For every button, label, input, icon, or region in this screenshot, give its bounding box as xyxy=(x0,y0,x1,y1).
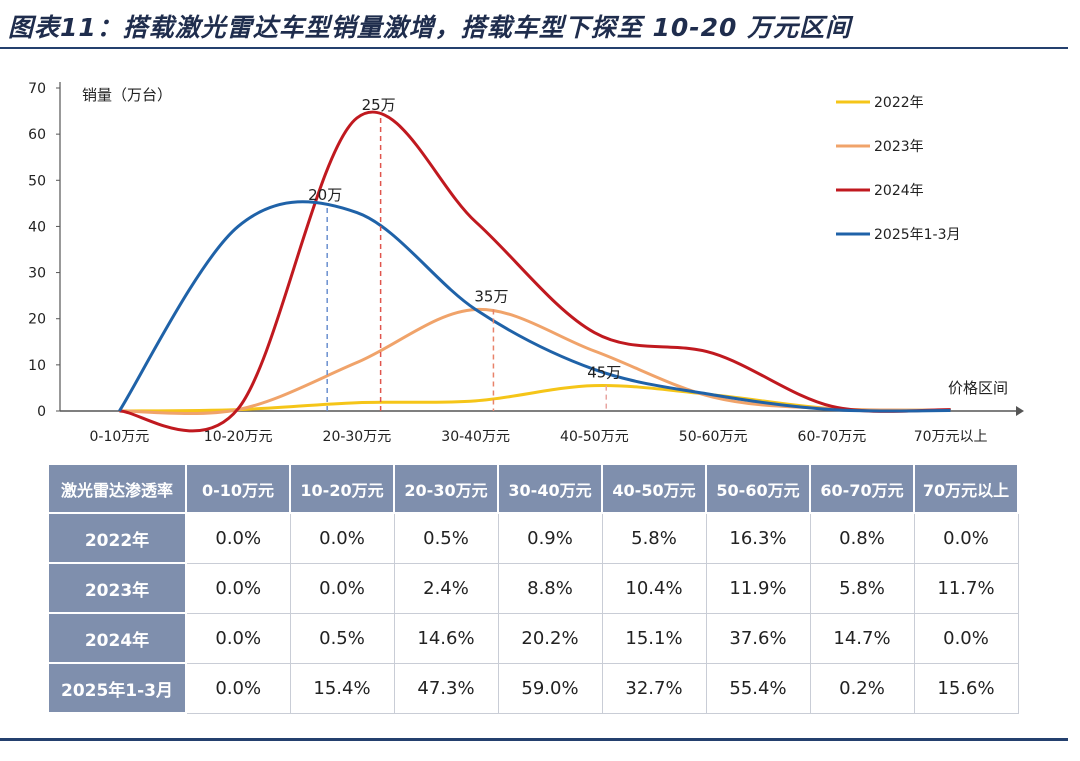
legend-label: 2022年 xyxy=(874,95,924,111)
annotation-label: 45万 xyxy=(587,364,621,382)
table-cell: 59.0% xyxy=(497,662,603,714)
x-tick-label: 70万元以上 xyxy=(914,429,988,445)
y-axis-label: 销量（万台） xyxy=(82,86,172,104)
table-header-cell: 30-40万元 xyxy=(497,463,603,514)
series-line-3 xyxy=(118,200,951,413)
lidar-penetration-table: 激光雷达渗透率 0-10万元 10-20万元 20-30万元 30-40万元 40-50万… xyxy=(47,463,1019,714)
x-axis-label: 价格区间 xyxy=(948,379,1008,397)
table-cell: 5.8% xyxy=(809,562,915,614)
table-cell: 16.3% xyxy=(705,512,811,564)
table-header-cell: 0-10万元 xyxy=(185,463,291,514)
table-cell: 47.3% xyxy=(393,662,499,714)
x-axis-arrow xyxy=(1016,406,1024,416)
y-tick-label: 60 xyxy=(28,127,46,143)
table-header-cell: 70万元以上 xyxy=(913,463,1019,514)
x-tick-label: 60-70万元 xyxy=(798,429,867,445)
y-tick-label: 40 xyxy=(28,219,46,235)
table-cell: 0.0% xyxy=(289,512,395,564)
table-cell: 14.6% xyxy=(393,612,499,664)
table-cell: 2.4% xyxy=(393,562,499,614)
table-cell: 10.4% xyxy=(601,562,707,614)
table-cell: 0.0% xyxy=(289,562,395,614)
table-cell: 0.2% xyxy=(809,662,915,714)
table-header-row: 激光雷达渗透率 0-10万元 10-20万元 20-30万元 30-40万元 40-50万… xyxy=(47,463,1019,514)
table-header-cell: 40-50万元 xyxy=(601,463,707,514)
legend-label: 2025年1-3月 xyxy=(874,227,961,243)
table-row: 2024年 0.0% 0.5% 14.6% 20.2% 15.1% 37.6% 14.7% 0.… xyxy=(47,612,1019,664)
table-cell: 11.7% xyxy=(913,562,1019,614)
y-tick-label: 20 xyxy=(28,312,46,328)
table-cell: 15.1% xyxy=(601,612,707,664)
chart-series xyxy=(118,110,951,433)
table-cell: 0.0% xyxy=(913,612,1019,664)
table-cell: 55.4% xyxy=(705,662,811,714)
x-tick-label: 50-60万元 xyxy=(679,429,748,445)
table-header-cell: 10-20万元 xyxy=(289,463,395,514)
row-year-label: 2022年 xyxy=(47,512,187,564)
table-cell: 0.0% xyxy=(185,662,291,714)
table-cell: 0.0% xyxy=(185,612,291,664)
table-cell: 14.7% xyxy=(809,612,915,664)
y-tick-label: 50 xyxy=(28,173,46,189)
chart-legend: 2022年 2023年 2024年 2025年1-3月 xyxy=(836,95,961,243)
table-cell: 15.6% xyxy=(913,662,1019,714)
row-year-label: 2023年 xyxy=(47,562,187,614)
table-cell: 0.5% xyxy=(289,612,395,664)
annotation-label: 25万 xyxy=(362,96,396,114)
table-row: 2023年 0.0% 0.0% 2.4% 8.8% 10.4% 11.9% 5.8% 11.7% xyxy=(47,562,1019,614)
table-cell: 15.4% xyxy=(289,662,395,714)
table-header-cell: 50-60万元 xyxy=(705,463,811,514)
table-cell: 8.8% xyxy=(497,562,603,614)
x-tick-label: 30-40万元 xyxy=(441,429,510,445)
table-cell: 0.0% xyxy=(185,562,291,614)
table-header-cell: 激光雷达渗透率 xyxy=(47,463,187,514)
table-cell: 0.8% xyxy=(809,512,915,564)
y-tick-label: 30 xyxy=(28,266,46,282)
chart-axes: 0 10 20 30 40 50 60 70 0-10万元 10-20万元 20-30万元 30-40… xyxy=(28,81,1024,445)
table-cell: 0.0% xyxy=(185,512,291,564)
table-cell: 20.2% xyxy=(497,612,603,664)
table-row: 2025年1-3月 0.0% 15.4% 47.3% 59.0% 32.7% 55.4% 0.… xyxy=(47,662,1019,714)
legend-label: 2023年 xyxy=(874,139,924,155)
table-cell: 0.9% xyxy=(497,512,603,564)
y-tick-label: 10 xyxy=(28,358,46,374)
x-tick-label: 10-20万元 xyxy=(204,429,273,445)
table-cell: 5.8% xyxy=(601,512,707,564)
x-tick-label: 0-10万元 xyxy=(89,429,149,445)
table-cell: 11.9% xyxy=(705,562,811,614)
table-cell: 32.7% xyxy=(601,662,707,714)
x-tick-label: 40-50万元 xyxy=(560,429,629,445)
chart-annotations: 20万 25万 35万 45万 xyxy=(308,96,621,411)
sales-line-chart: 0 10 20 30 40 50 60 70 0-10万元 10-20万元 20-30万元 30-40… xyxy=(28,81,1024,445)
table-row: 2022年 0.0% 0.0% 0.5% 0.9% 5.8% 16.3% 0.8% 0.0% xyxy=(47,512,1019,564)
title-rule xyxy=(0,47,1068,49)
bottom-rule xyxy=(0,738,1068,741)
legend-label: 2024年 xyxy=(874,183,924,199)
y-tick-label: 70 xyxy=(28,81,46,97)
series-line-2 xyxy=(119,110,951,433)
y-tick-label: 0 xyxy=(37,404,46,420)
annotation-label: 20万 xyxy=(308,186,342,204)
figure-title: 图表11：搭载激光雷达车型销量激增，搭载车型下探至 10-20 万元区间 xyxy=(8,13,852,42)
table-cell: 37.6% xyxy=(705,612,811,664)
annotation-label: 35万 xyxy=(474,287,508,305)
table-header-cell: 60-70万元 xyxy=(809,463,915,514)
row-year-label: 2025年1-3月 xyxy=(47,662,187,714)
table-header-cell: 20-30万元 xyxy=(393,463,499,514)
table-cell: 0.5% xyxy=(393,512,499,564)
x-tick-label: 20-30万元 xyxy=(323,429,392,445)
table-cell: 0.0% xyxy=(913,512,1019,564)
row-year-label: 2024年 xyxy=(47,612,187,664)
